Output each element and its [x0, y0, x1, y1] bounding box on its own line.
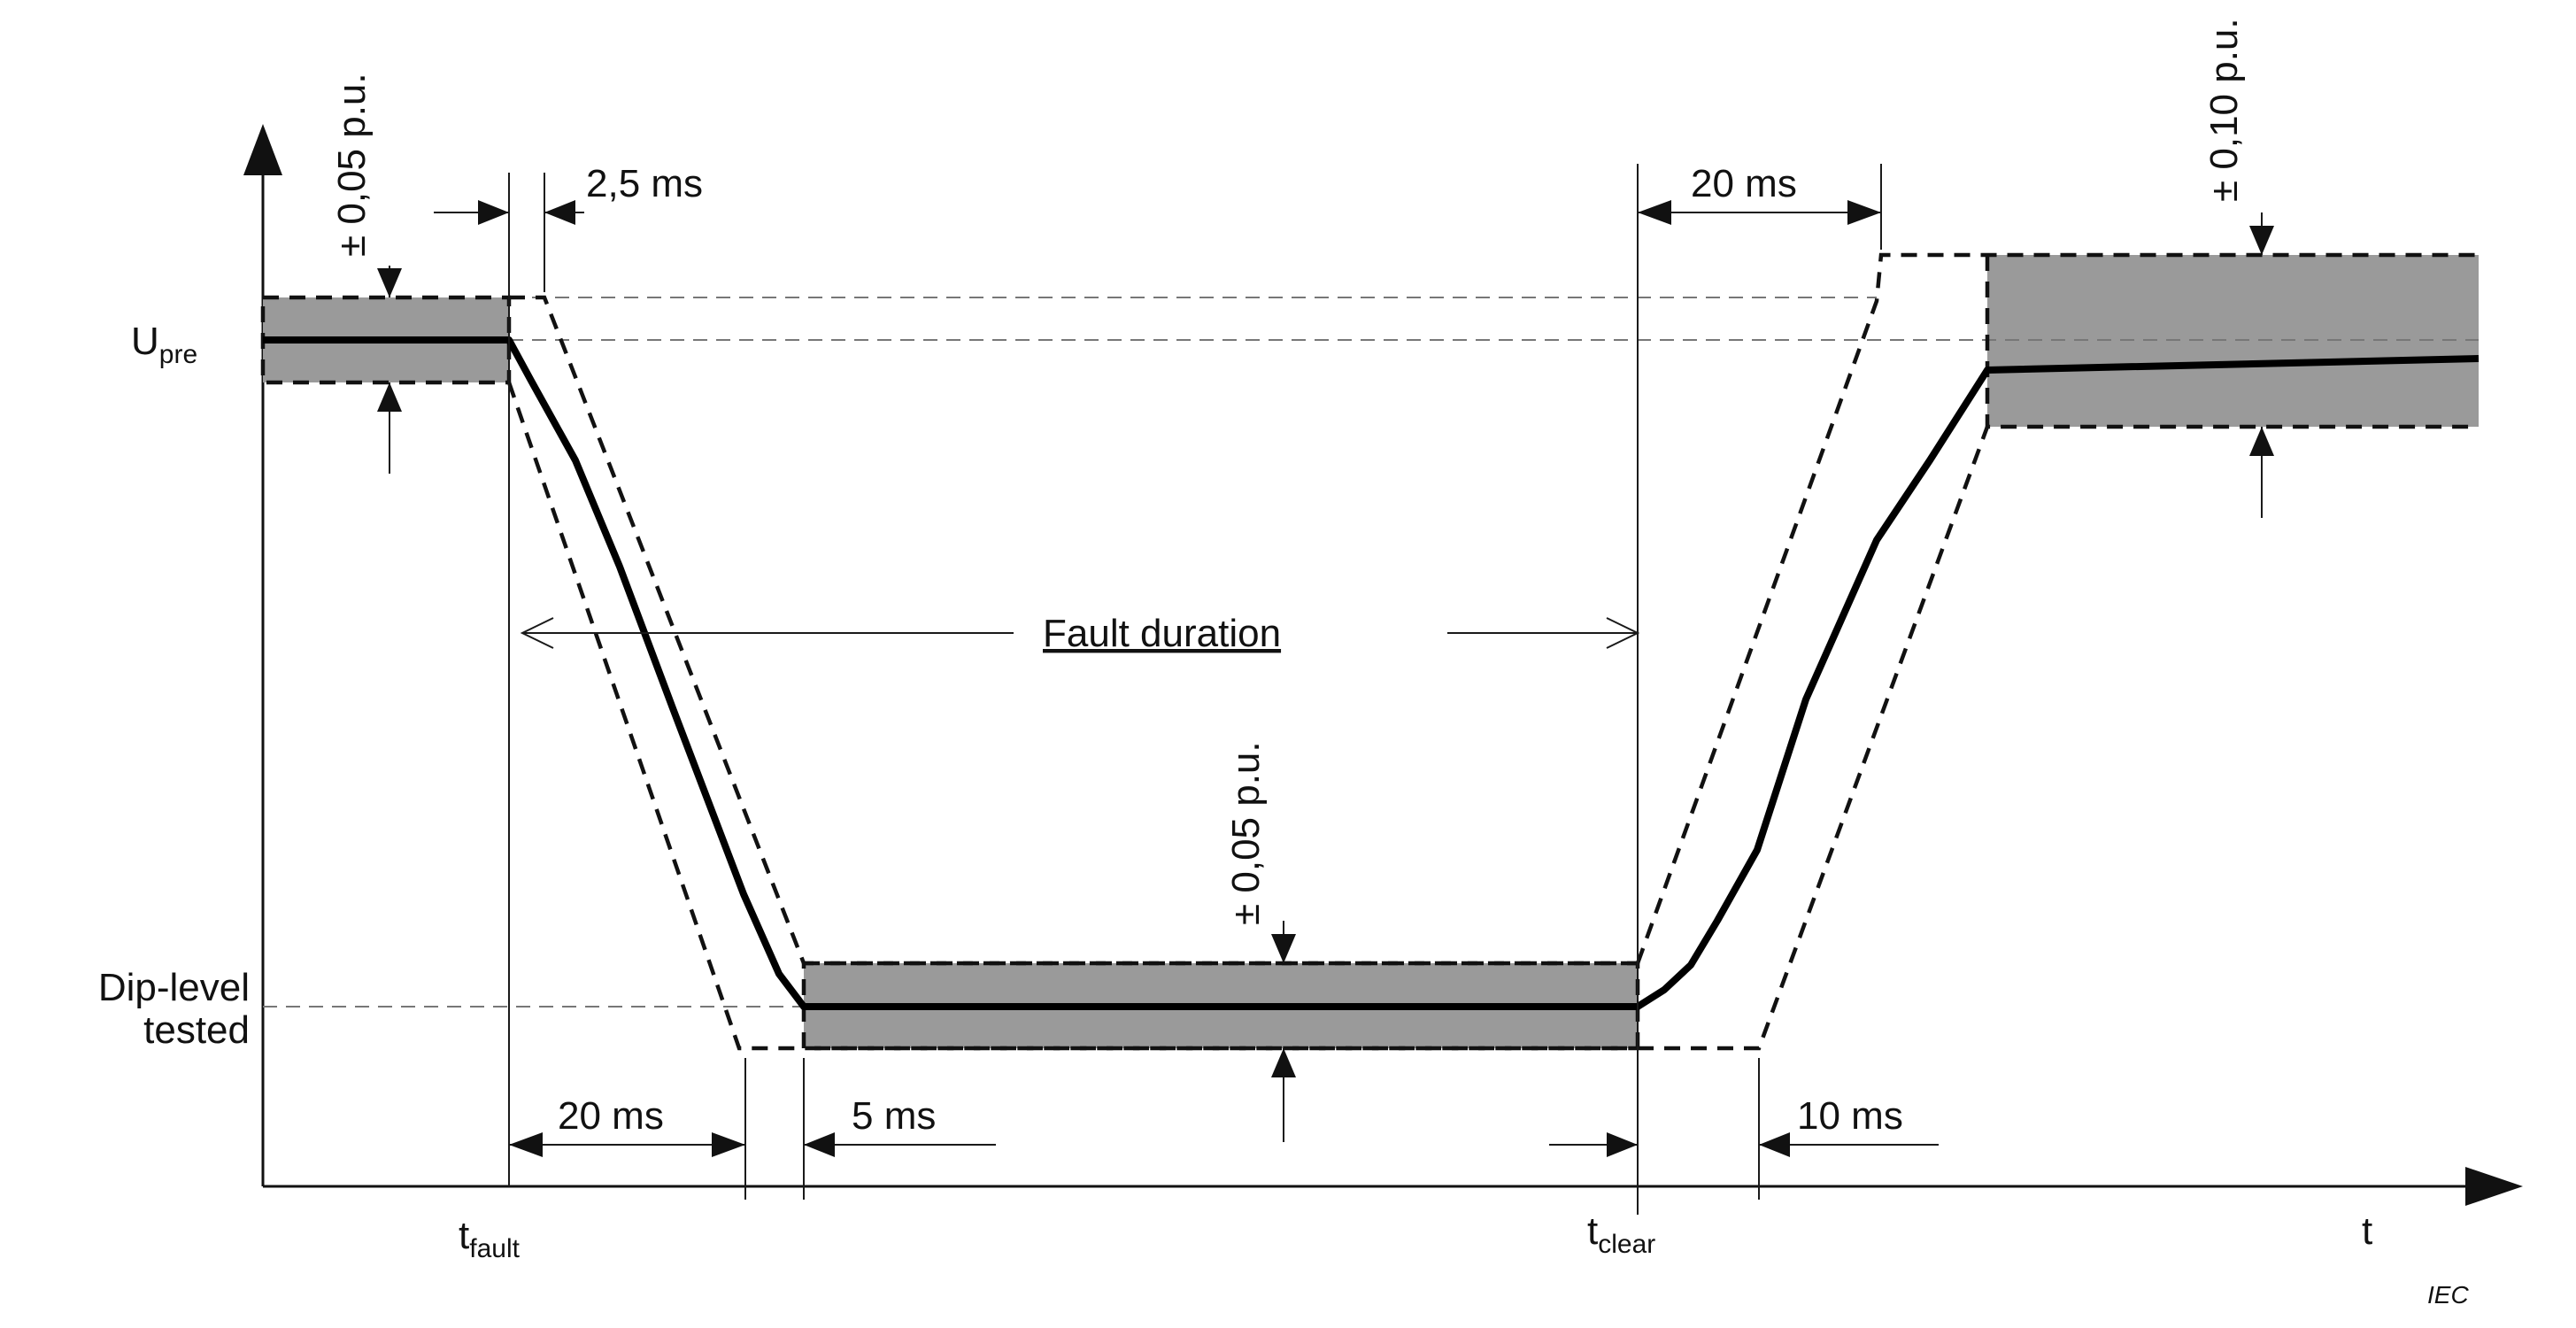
dim-20ms-top-label: 20 ms	[1691, 162, 1797, 205]
fall-lower-envelope	[506, 382, 1638, 1051]
arrow-20ms-top-right	[1847, 200, 1881, 225]
dimension-arrows	[434, 200, 1939, 1157]
rise-lower-envelope	[1638, 424, 2479, 1051]
iec-label: IEC	[2427, 1281, 2469, 1309]
x-axis-arrowhead	[2465, 1167, 2523, 1206]
arrow-2-5ms-right	[544, 200, 575, 225]
text-labels: Upre Dip-level tested tfault tclear t Fa…	[98, 18, 2470, 1309]
arrow-20ms-bottom-left	[509, 1132, 543, 1157]
y-axis-arrowhead	[243, 124, 282, 175]
dip-level-label: Dip-level	[98, 966, 250, 1009]
dip-tolerance-label: ± 0,05 p.u.	[1224, 741, 1268, 925]
dim-20ms-bottom-label: 20 ms	[558, 1094, 664, 1138]
post-fault-tol-arrow-down	[2249, 226, 2274, 255]
arrow-10ms-right	[1759, 1132, 1790, 1157]
tolerance-indicators	[377, 212, 2274, 1142]
dip-tol-arrow-up	[1271, 1048, 1296, 1077]
pre-fault-tolerance-label: ± 0,05 p.u.	[330, 73, 374, 257]
arrow-5ms	[804, 1132, 835, 1157]
fault-duration-label: Fault duration	[1043, 612, 1281, 655]
post-fault-tol-arrow-up	[2249, 427, 2274, 456]
arrow-10ms-left	[1607, 1132, 1638, 1157]
post-fault-tolerance-label: ± 0,10 p.u.	[2202, 18, 2246, 202]
t-clear-label: tclear	[1587, 1209, 1655, 1259]
u-pre-label: Upre	[131, 320, 197, 369]
pre-fault-tol-arrow-up	[377, 382, 402, 412]
t-axis-label: t	[2362, 1209, 2372, 1253]
arrow-20ms-top-left	[1638, 200, 1671, 225]
dip-tol-arrow-down	[1271, 934, 1296, 963]
dim-5ms-label: 5 ms	[852, 1094, 936, 1138]
t-fault-label: tfault	[459, 1214, 521, 1263]
rise-upper-envelope	[1635, 252, 2479, 964]
dim-2-5ms-label: 2,5 ms	[586, 162, 703, 205]
tolerance-bands	[263, 255, 2479, 1048]
vertical-lines	[508, 164, 1882, 1215]
arrow-2-5ms-left	[478, 200, 509, 225]
guide-lines	[263, 297, 2479, 1008]
pre-fault-tol-arrow-down	[377, 268, 402, 297]
dim-10ms-label: 10 ms	[1797, 1094, 1903, 1138]
arrow-20ms-bottom-right	[712, 1132, 745, 1157]
voltage-signal	[263, 336, 2480, 1010]
dip-level-label-2: tested	[143, 1008, 250, 1052]
